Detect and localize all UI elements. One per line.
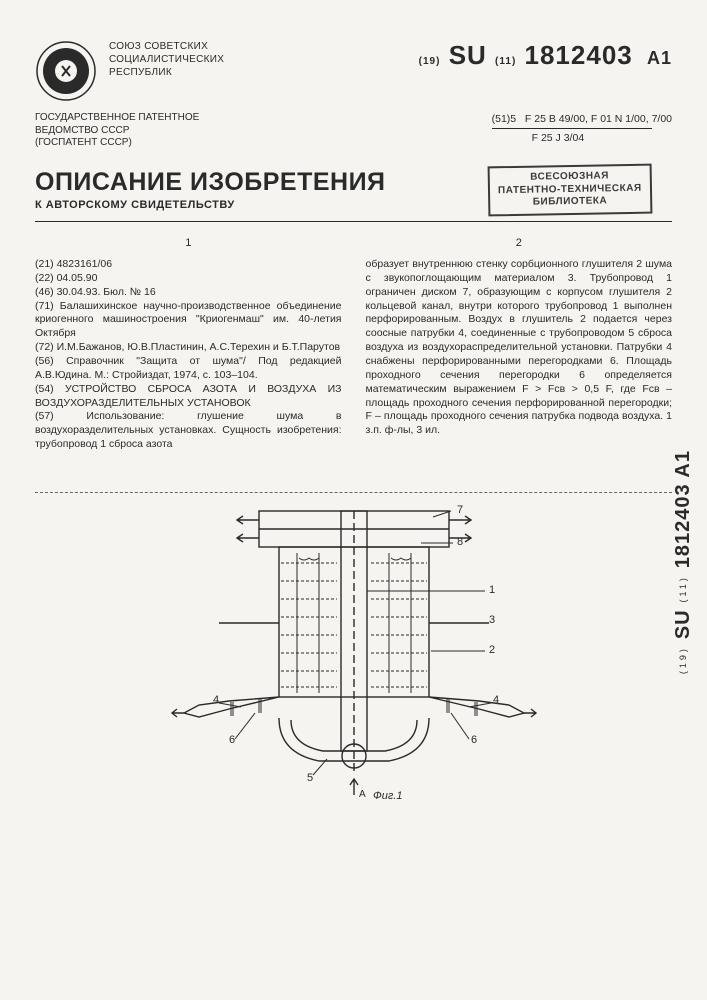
stamp-line: БИБЛИОТЕКА	[498, 195, 642, 210]
doc-number: 1812403	[525, 40, 633, 70]
dotted-separator	[35, 492, 672, 493]
figure-drawing: 7 8 1 3 2 4 4 6 6 5 A Фиг.1	[169, 503, 539, 803]
code-51: (51)5	[492, 113, 517, 125]
title-divider	[35, 221, 672, 222]
fig-label-6: 6	[471, 734, 477, 746]
second-header-row: ГОСУДАРСТВЕННОЕ ПАТЕНТНОЕ ВЕДОМСТВО СССР…	[35, 112, 672, 150]
country-code: SU	[449, 40, 487, 70]
field-54: (54) УСТРОЙСТВО СБРОСА АЗОТА И ВОЗДУХА И…	[35, 383, 342, 411]
gospatent-line: (ГОСПАТЕНТ СССР)	[35, 137, 199, 150]
columns: 1 (21) 4823161/06 (22) 04.05.90 (46) 30.…	[35, 236, 672, 453]
org-line: СОЦИАЛИСТИЧЕСКИХ	[109, 53, 407, 66]
publication-number: (19) SU (11) 1812403 A1	[419, 40, 672, 71]
gospatent-line: ВЕДОМСТВО СССР	[35, 125, 199, 138]
org-text: СОЮЗ СОВЕТСКИХ СОЦИАЛИСТИЧЕСКИХ РЕСПУБЛИ…	[109, 40, 407, 79]
field-21: (21) 4823161/06	[35, 258, 342, 272]
classification-block: (51)5 F 25 B 49/00, F 01 N 1/00, 7/00 F …	[492, 112, 672, 150]
gospatent-block: ГОСУДАРСТВЕННОЕ ПАТЕНТНОЕ ВЕДОМСТВО СССР…	[35, 112, 199, 150]
side-pub-label: (19) SU (11) 1812403 A1	[672, 450, 695, 674]
column-left: 1 (21) 4823161/06 (22) 04.05.90 (46) 30.…	[35, 236, 342, 453]
figure-container: 7 8 1 3 2 4 4 6 6 5 A Фиг.1	[35, 503, 672, 806]
svg-text:A: A	[359, 789, 366, 800]
fig-label-3: 3	[489, 614, 495, 626]
field-56: (56) Справочник "Защита от шума"/ Под ре…	[35, 355, 342, 383]
fig-label-4b: 4	[493, 694, 499, 706]
org-line: СОЮЗ СОВЕТСКИХ	[109, 40, 407, 53]
side-number: 1812403 A1	[672, 450, 694, 568]
abstract-text: образует внутреннюю стенку сорбционного …	[366, 258, 673, 438]
class-divider	[492, 128, 652, 129]
org-line: РЕСПУБЛИК	[109, 66, 407, 79]
ussr-emblem-icon	[35, 40, 97, 102]
fig-label-2: 2	[489, 644, 495, 656]
ipc-line2: F 25 J 3/04	[492, 131, 672, 145]
publication-codes: (19) SU (11) 1812403 A1	[419, 40, 672, 71]
col-number: 1	[35, 236, 342, 251]
code-11: (11)	[495, 56, 516, 67]
side-pre: (19)	[678, 646, 688, 674]
header-row: СОЮЗ СОВЕТСКИХ СОЦИАЛИСТИЧЕСКИХ РЕСПУБЛИ…	[35, 40, 672, 102]
fig-label-6b: 6	[229, 734, 235, 746]
col-number: 2	[366, 236, 673, 251]
side-post: (11)	[678, 575, 688, 602]
field-72: (72) И.М.Бажанов, Ю.В.Пластинин, А.С.Тер…	[35, 341, 342, 355]
kind-code: A1	[647, 48, 672, 68]
ipc-line1: F 25 B 49/00, F 01 N 1/00, 7/00	[525, 113, 672, 125]
fig-label-5: 5	[307, 772, 313, 784]
fig-label-7: 7	[457, 504, 463, 516]
field-46: (46) 30.04.93. Бюл. № 16	[35, 286, 342, 300]
library-stamp: ВСЕСОЮЗНАЯ ПАТЕНТНО-ТЕХНИЧЕСКАЯ БИБЛИОТЕ…	[488, 164, 652, 216]
gospatent-line: ГОСУДАРСТВЕННОЕ ПАТЕНТНОЕ	[35, 112, 199, 125]
fig-label-1: 1	[489, 584, 495, 596]
column-right: 2 образует внутреннюю стенку сорбционног…	[366, 236, 673, 453]
fig-label-8: 8	[457, 536, 463, 548]
fig-label-4: 4	[213, 694, 219, 706]
field-22: (22) 04.05.90	[35, 272, 342, 286]
field-71: (71) Балашихинское научно-производственн…	[35, 300, 342, 342]
field-57: (57) Использование: глушение шума в возд…	[35, 410, 342, 452]
side-su: SU	[672, 609, 694, 639]
code-19: (19)	[419, 56, 441, 67]
figure-caption: Фиг.1	[373, 790, 402, 802]
